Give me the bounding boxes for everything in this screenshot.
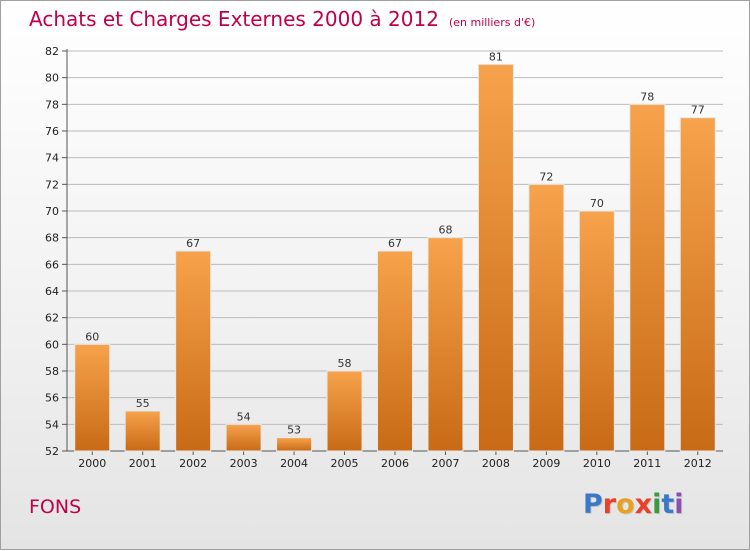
bar <box>427 237 464 452</box>
y-tick-label: 64 <box>45 285 59 298</box>
y-tick-label: 78 <box>45 98 59 111</box>
y-tick-label: 56 <box>45 392 59 405</box>
y-tick-label: 68 <box>45 232 59 245</box>
y-tick-label: 58 <box>45 365 59 378</box>
bar <box>679 117 716 452</box>
y-tick-label: 74 <box>45 152 59 165</box>
bar <box>578 210 615 452</box>
x-tick-label: 2003 <box>230 457 258 470</box>
x-tick-label: 2006 <box>381 457 409 470</box>
chart-subtitle: (en milliers d'€) <box>448 16 536 29</box>
x-tick-label: 2004 <box>280 457 308 470</box>
bar-value-label: 70 <box>590 197 604 210</box>
bar <box>528 183 565 452</box>
bar <box>276 437 313 452</box>
y-tick-label: 80 <box>45 72 59 85</box>
bar-value-label: 81 <box>489 50 503 63</box>
bar <box>377 250 413 452</box>
bar-value-label: 54 <box>237 410 251 423</box>
x-tick-label: 2012 <box>684 457 712 470</box>
bar-value-label: 77 <box>691 104 705 117</box>
bars <box>74 63 716 452</box>
logo-letter: P <box>583 489 603 520</box>
bar-value-label: 58 <box>338 357 352 370</box>
y-tick-label: 62 <box>45 312 59 325</box>
chart-title: Achats et Charges Externes 2000 à 2012 (e… <box>29 7 535 31</box>
x-tick-label: 2009 <box>532 457 560 470</box>
y-tick-label: 66 <box>45 258 59 271</box>
logo-letter: i <box>652 489 662 520</box>
x-tick-label: 2011 <box>633 457 661 470</box>
bar-value-label: 68 <box>438 224 452 237</box>
y-tick-label: 54 <box>45 418 59 431</box>
bar-value-label: 67 <box>388 237 402 250</box>
bar-value-label: 53 <box>287 424 301 437</box>
bar <box>124 410 161 452</box>
bar-value-label: 60 <box>85 330 99 343</box>
chart-title-text: Achats et Charges Externes 2000 à 2012 <box>29 7 439 31</box>
x-tick-label: 2000 <box>78 457 106 470</box>
x-tick-label: 2001 <box>129 457 157 470</box>
bar <box>326 370 363 452</box>
labels: 52 54 56 58 60 62 64 66 68 70 72 74 76 78 80 82 60 2000 55… <box>45 45 712 470</box>
bar-value-label: 67 <box>186 237 200 250</box>
logo-letter: o <box>616 489 635 520</box>
x-tick-label: 2010 <box>583 457 611 470</box>
y-tick-label: 52 <box>45 445 59 458</box>
place-label: FONS <box>29 496 82 518</box>
bar <box>629 103 666 452</box>
y-tick-label: 76 <box>45 125 59 138</box>
x-tick-label: 2002 <box>179 457 207 470</box>
logo-letter: t <box>661 489 675 520</box>
bar <box>175 250 212 452</box>
bar <box>225 423 262 452</box>
x-tick-label: 2007 <box>431 457 459 470</box>
x-tick-label: 2005 <box>331 457 359 470</box>
logo-letter: i <box>674 489 684 520</box>
logo-letter: x <box>634 489 653 520</box>
bar <box>74 343 111 452</box>
bar <box>477 63 514 452</box>
y-tick-label: 60 <box>45 338 59 351</box>
logo-letter: r <box>602 489 617 520</box>
y-tick-label: 82 <box>45 45 59 58</box>
y-tick-label: 70 <box>45 205 59 218</box>
bar-value-label: 78 <box>640 90 654 103</box>
bar-value-label: 55 <box>136 397 150 410</box>
y-tick-label: 72 <box>45 178 59 191</box>
bar-value-label: 72 <box>539 170 553 183</box>
x-tick-label: 2008 <box>482 457 510 470</box>
proxiti-logo: Proxiti <box>583 489 684 520</box>
